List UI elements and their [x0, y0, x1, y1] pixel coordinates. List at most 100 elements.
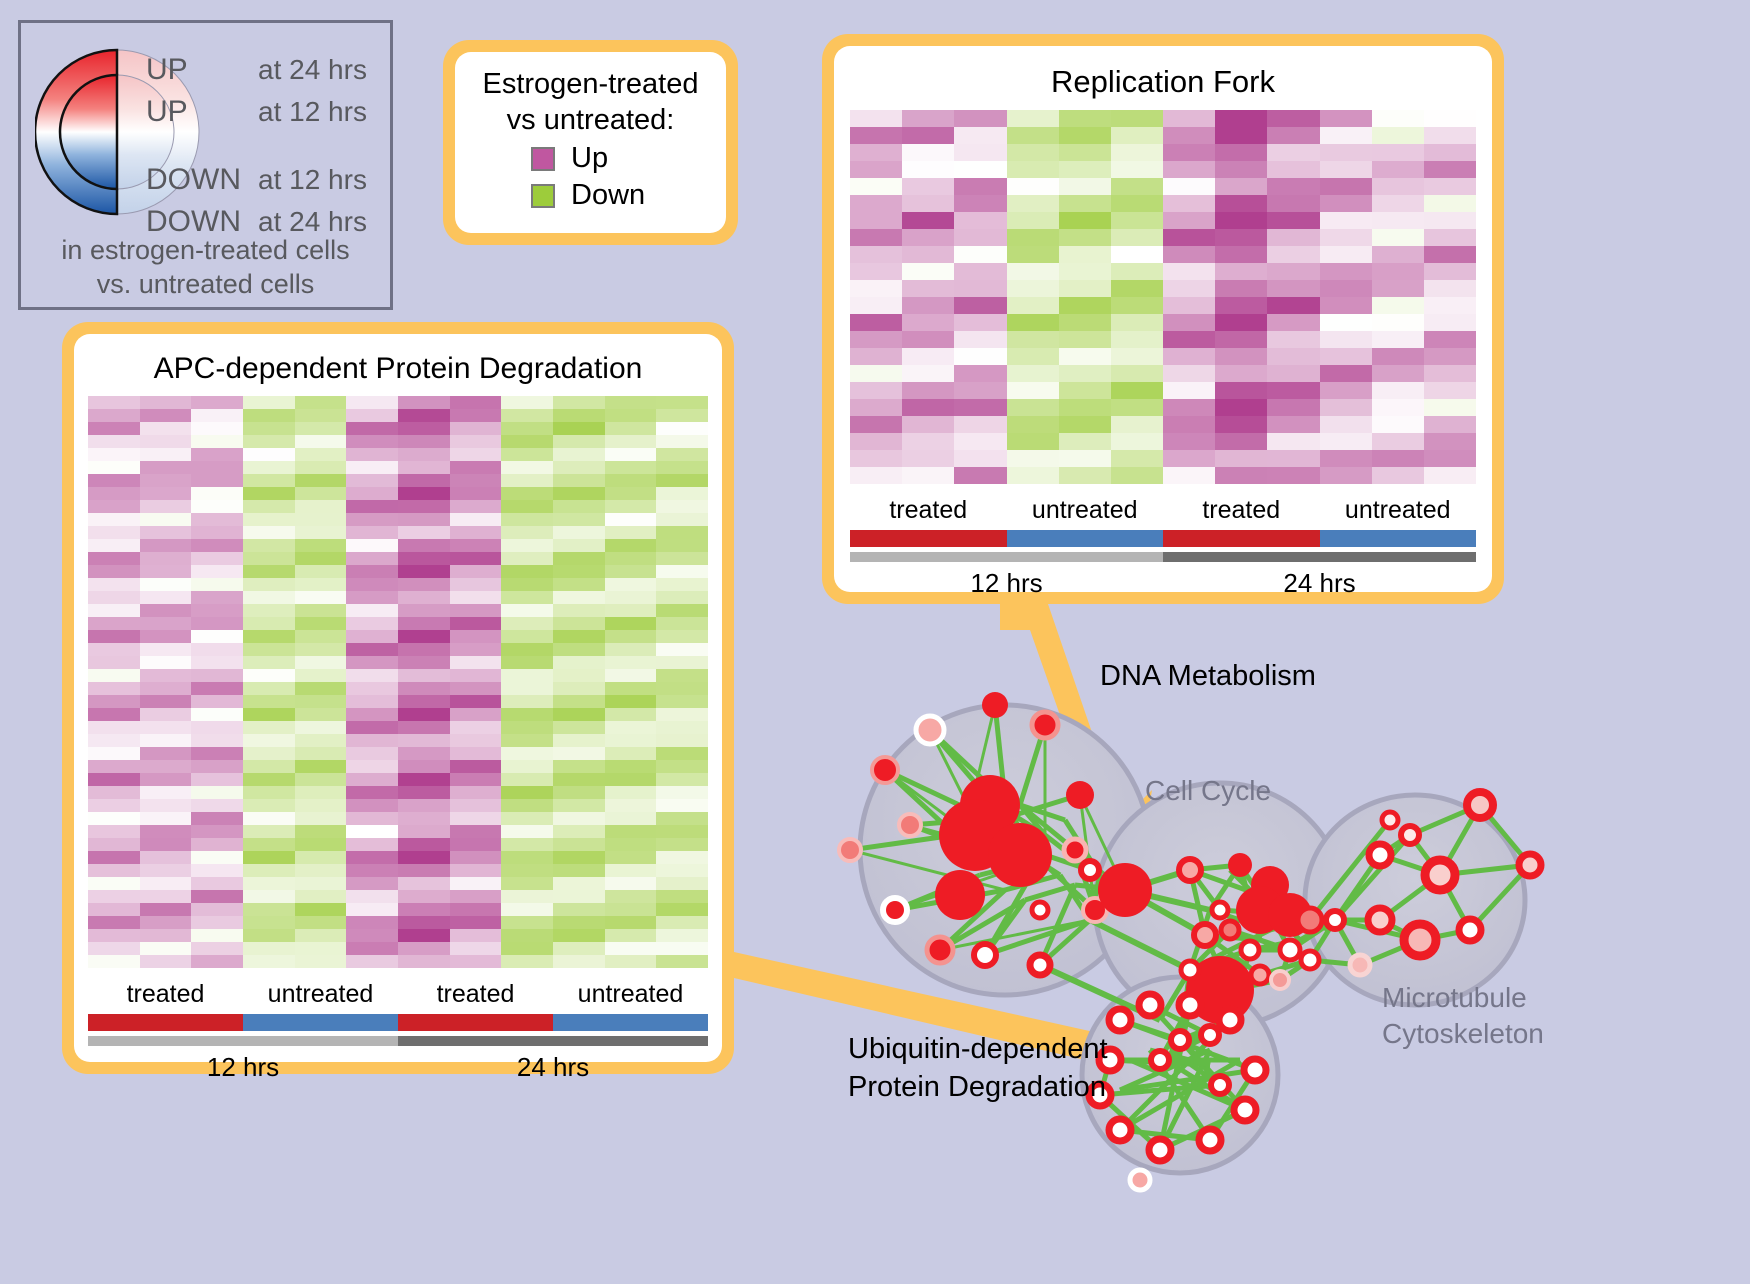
heatmap-cell — [449, 682, 502, 695]
heatmap-cell — [1058, 382, 1111, 399]
heatmap-cell — [398, 526, 450, 539]
heatmap-cell — [449, 604, 502, 617]
heatmap-cell — [656, 526, 708, 539]
heatmap-cell — [88, 409, 140, 422]
heatmap-cell — [243, 578, 295, 591]
heatmap-cell — [88, 435, 140, 448]
heatmap-cell — [243, 799, 295, 812]
heatmap-cell — [656, 591, 708, 604]
heatmap-cell — [449, 474, 502, 487]
heatmap-cell — [191, 864, 243, 877]
heatmap-cell — [191, 552, 243, 565]
heatmap-cell — [1058, 314, 1111, 331]
heatmap-cell — [1267, 348, 1320, 365]
heatmap-cell — [191, 435, 243, 448]
heatmap-cell — [243, 773, 295, 786]
heatmap-cell — [656, 669, 708, 682]
heatmap-cell — [139, 721, 192, 734]
heatmap-cell — [1058, 246, 1111, 263]
heatmap-cell — [1163, 246, 1216, 263]
network-node — [1379, 809, 1401, 831]
heatmap-cell — [1319, 399, 1372, 416]
heatmap-cell — [1006, 314, 1059, 331]
heatmap-cell — [501, 864, 553, 877]
heatmap-cell — [1319, 110, 1372, 127]
cluster-label-microtubule-cytoskeleton: Microtubule Cytoskeleton — [1382, 982, 1544, 1049]
key-timepoint: at 12 hrs — [258, 96, 367, 127]
heatmap-cell — [139, 526, 192, 539]
heatmap-cell — [398, 773, 450, 786]
heatmap-cell — [1371, 144, 1424, 161]
heatmap-cell — [88, 474, 140, 487]
heatmap-cell — [902, 467, 955, 484]
heatmap-cell — [294, 539, 347, 552]
timepoint-labels: 12 hrs 24 hrs — [88, 1052, 708, 1083]
column-group-labels: treated untreated treated untreated — [88, 980, 708, 1009]
heatmap-cell — [398, 721, 450, 734]
heatmap-cell — [1371, 416, 1424, 433]
heatmap-cell — [243, 643, 295, 656]
timepoint-color-bar — [850, 552, 1476, 562]
heatmap-cell — [604, 747, 657, 760]
heatmap-cell — [1006, 127, 1059, 144]
heatmap-cell — [294, 656, 347, 669]
heatmap-cell — [346, 708, 398, 721]
heatmap-cell — [1110, 178, 1163, 195]
heatmap-cell — [954, 127, 1007, 144]
heatmap-cell — [604, 877, 657, 890]
heatmap-cell — [902, 450, 955, 467]
heatmap-cell — [139, 929, 192, 942]
heatmap-cell — [553, 955, 605, 968]
legend-item-down: Down — [531, 179, 716, 212]
heatmap-cell — [1267, 399, 1320, 416]
column-label: treated — [1202, 496, 1281, 524]
heatmap-cell — [604, 500, 657, 513]
heatmap-cell — [139, 903, 192, 916]
heatmap-cell — [501, 435, 553, 448]
heatmap-cell — [1215, 110, 1268, 127]
bar-treated — [398, 1014, 553, 1031]
heatmap-cell — [346, 916, 398, 929]
heatmap-cell — [346, 513, 398, 526]
heatmap-cell — [553, 747, 605, 760]
heatmap-cell — [1163, 212, 1216, 229]
heatmap-cell — [139, 734, 192, 747]
bar-untreated — [553, 1014, 708, 1031]
heatmap-cell — [294, 669, 347, 682]
heatmap-cell — [398, 604, 450, 617]
heatmap-cell — [346, 695, 398, 708]
heatmap-cell — [553, 422, 605, 435]
heatmap-cell — [294, 812, 347, 825]
heatmap-cell — [139, 643, 192, 656]
heatmap-cell — [398, 695, 450, 708]
heatmap-cell — [501, 448, 553, 461]
heatmap-cell — [191, 812, 243, 825]
heatmap-cell — [139, 669, 192, 682]
heatmap-cell — [449, 656, 502, 669]
heatmap-cell — [501, 916, 553, 929]
heatmap-cell — [243, 864, 295, 877]
network-node — [1061, 836, 1089, 864]
heatmap-cell — [294, 799, 347, 812]
heatmap-cell — [139, 838, 192, 851]
heatmap-cell — [902, 280, 955, 297]
heatmap-cell — [88, 695, 140, 708]
heatmap-cell — [850, 348, 903, 365]
heatmap-cell — [604, 669, 657, 682]
heatmap-cell — [1319, 229, 1372, 246]
heatmap-cell — [346, 474, 398, 487]
heatmap-cell — [1267, 467, 1320, 484]
heatmap-cell — [501, 643, 553, 656]
heatmap-cell — [1110, 467, 1163, 484]
heatmap-cell — [1267, 297, 1320, 314]
heatmap-cell — [398, 812, 450, 825]
heatmap-cell — [1163, 331, 1216, 348]
heatmap-cell — [398, 682, 450, 695]
network-node-hub — [1098, 863, 1152, 917]
heatmap-cell — [501, 734, 553, 747]
heatmap-cell — [191, 669, 243, 682]
heatmap-cell — [553, 513, 605, 526]
heatmap-cell — [88, 799, 140, 812]
heatmap-cell — [1319, 178, 1372, 195]
heatmap-cell — [398, 890, 450, 903]
